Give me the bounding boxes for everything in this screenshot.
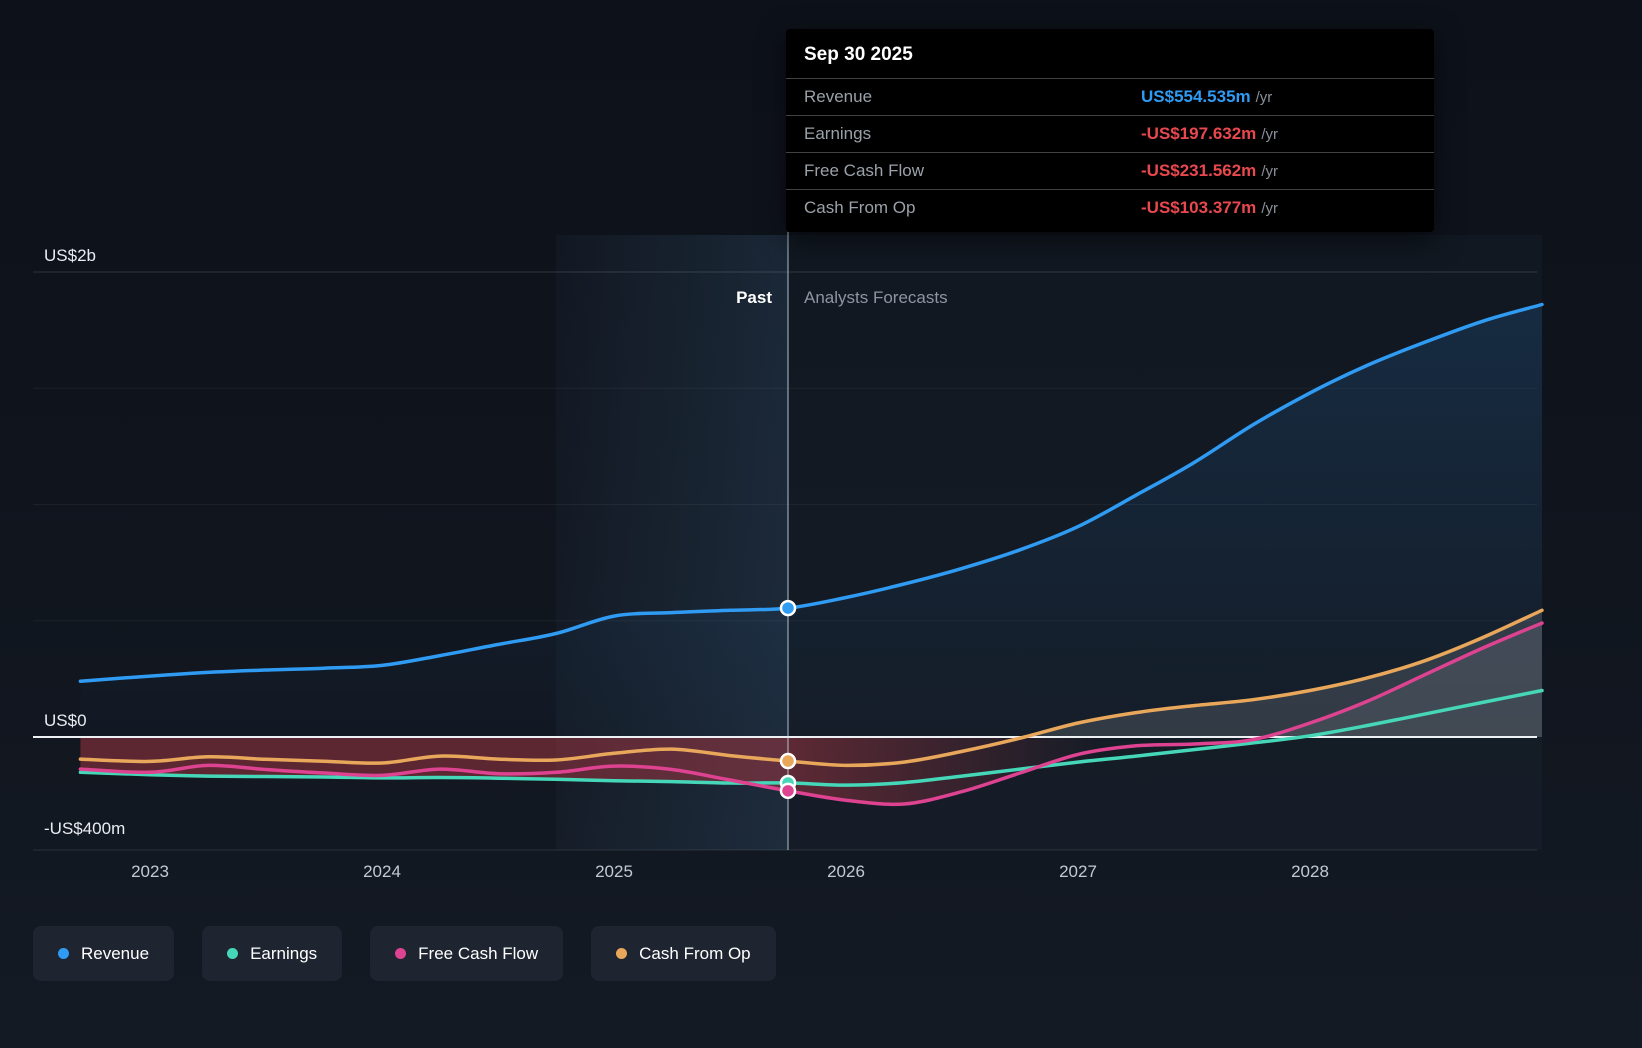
past-label: Past xyxy=(736,288,772,307)
x-axis-label: 2025 xyxy=(595,862,633,881)
legend-item-free-cash-flow[interactable]: Free Cash Flow xyxy=(370,926,564,981)
tooltip-label: Cash From Op xyxy=(804,198,916,217)
tooltip: Sep 30 2025 Revenue US$554.535m/yr Earni… xyxy=(786,29,1434,232)
legend-label: Cash From Op xyxy=(639,943,751,963)
legend-item-cash-from-op[interactable]: Cash From Op xyxy=(591,926,776,981)
tooltip-label: Revenue xyxy=(804,87,873,106)
tooltip-label: Free Cash Flow xyxy=(804,161,924,180)
tooltip-unit: /yr xyxy=(1255,89,1273,106)
revenue-area-fill xyxy=(80,304,1542,737)
tooltip-label: Earnings xyxy=(804,124,872,143)
series-line-cash-from-op[interactable] xyxy=(78,608,1544,768)
analysts-forecast-label: Analysts Forecasts xyxy=(804,288,948,307)
series-line-earnings[interactable] xyxy=(78,688,1544,787)
tooltip-unit: /yr xyxy=(1261,163,1278,180)
x-axis-label: 2026 xyxy=(827,862,865,881)
tooltip-row-earnings: Earnings -US$197.632m/yr xyxy=(786,115,1434,152)
tooltip-row-revenue: Revenue US$554.535m/yr xyxy=(786,78,1434,115)
series-line-revenue[interactable] xyxy=(78,302,1544,683)
cash-from-op-dot-icon xyxy=(616,948,628,959)
tooltip-unit: /yr xyxy=(1261,126,1278,143)
marker-dot-cash-from-op[interactable] xyxy=(779,752,797,770)
y-axis-label: US$2b xyxy=(44,246,96,265)
marker-dot-revenue[interactable] xyxy=(779,599,797,617)
positive-cash-fill xyxy=(80,610,1542,739)
positive-cash-fill xyxy=(80,623,1542,739)
tooltip-value: -US$231.562m xyxy=(1141,161,1257,180)
x-axis-label: 2024 xyxy=(363,862,401,881)
earnings-dot-icon xyxy=(227,948,239,959)
negative-values-fill xyxy=(80,736,1542,805)
tooltip-row-free-cash-flow: Free Cash Flow -US$231.562m/yr xyxy=(786,152,1434,189)
legend-label: Free Cash Flow xyxy=(418,943,539,963)
y-axis-label: -US$400m xyxy=(44,819,126,838)
legend-label: Revenue xyxy=(81,943,150,963)
marker-dot-free-cash-flow[interactable] xyxy=(779,782,797,800)
tooltip-date: Sep 30 2025 xyxy=(804,44,913,65)
series-line-free-cash-flow[interactable] xyxy=(78,621,1544,807)
revenue-dot-icon xyxy=(58,948,69,959)
legend: Revenue Earnings Free Cash Flow Cash From O… xyxy=(33,926,776,981)
free-cash-flow-dot-icon xyxy=(395,948,407,959)
x-axis-label: 2027 xyxy=(1059,862,1097,881)
y-axis-label: US$0 xyxy=(44,711,87,730)
tooltip-row-cash-from-op: Cash From Op -US$103.377m/yr xyxy=(786,189,1434,226)
tooltip-unit: /yr xyxy=(1261,200,1278,217)
legend-item-earnings[interactable]: Earnings xyxy=(202,926,343,981)
x-axis-label: 2023 xyxy=(131,862,169,881)
legend-item-revenue[interactable]: Revenue xyxy=(33,926,175,981)
x-axis-label: 2028 xyxy=(1291,862,1329,881)
tooltip-value: -US$103.377m xyxy=(1141,198,1257,217)
tooltip-value: -US$197.632m xyxy=(1141,124,1257,143)
legend-label: Earnings xyxy=(250,943,318,963)
tooltip-value: US$554.535m xyxy=(1141,87,1251,106)
